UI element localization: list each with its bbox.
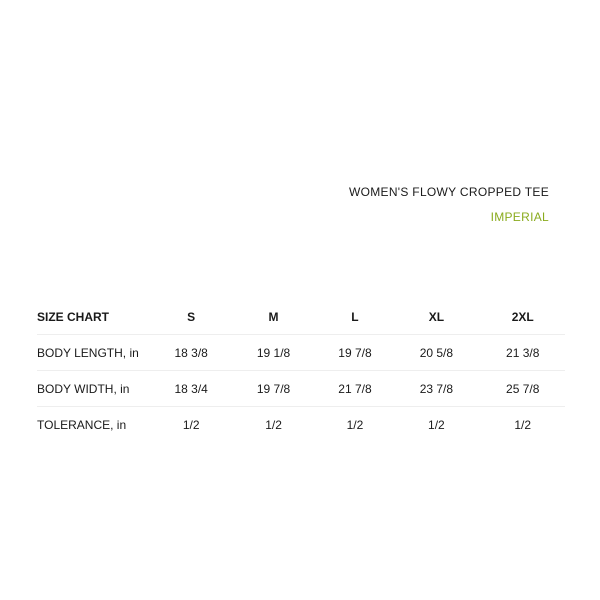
table-row: TOLERANCE, in 1/2 1/2 1/2 1/2 1/2 xyxy=(37,406,565,442)
cell: 18 3/4 xyxy=(152,370,230,407)
cell: 23 7/8 xyxy=(392,370,481,407)
corner-label: SIZE CHART xyxy=(37,309,109,324)
size-header: M xyxy=(268,309,279,324)
cell: 25 7/8 xyxy=(480,370,565,407)
table-header-row: SIZE CHART S M L XL 2XL xyxy=(37,299,565,335)
size-chart-table: SIZE CHART S M L XL 2XL BODY LENGTH, in … xyxy=(37,299,565,442)
table-row: BODY WIDTH, in 18 3/4 19 7/8 21 7/8 23 7… xyxy=(37,370,565,407)
size-header: 2XL xyxy=(511,309,534,324)
row-label: TOLERANCE, in xyxy=(37,406,153,442)
row-label: BODY WIDTH, in xyxy=(37,370,153,407)
product-title: WOMEN'S FLOWY CROPPED TEE xyxy=(348,185,549,199)
cell: 21 3/8 xyxy=(480,334,565,371)
cell: 1/2 xyxy=(317,406,393,442)
size-header: S xyxy=(187,309,196,324)
cell: 19 7/8 xyxy=(229,370,318,407)
cell: 1/2 xyxy=(480,406,565,442)
cell: 19 1/8 xyxy=(229,334,318,371)
cell: 21 7/8 xyxy=(317,370,393,407)
cell: 18 3/8 xyxy=(152,334,230,371)
size-header: L xyxy=(351,309,359,324)
cell: 19 7/8 xyxy=(317,334,393,371)
cell: 20 5/8 xyxy=(392,334,481,371)
row-label: BODY LENGTH, in xyxy=(37,334,153,371)
cell: 1/2 xyxy=(229,406,318,442)
size-header: XL xyxy=(428,309,445,324)
cell: 1/2 xyxy=(152,406,230,442)
unit-system-label: IMPERIAL xyxy=(490,210,549,224)
table-row: BODY LENGTH, in 18 3/8 19 1/8 19 7/8 20 … xyxy=(37,334,565,371)
cell: 1/2 xyxy=(392,406,481,442)
